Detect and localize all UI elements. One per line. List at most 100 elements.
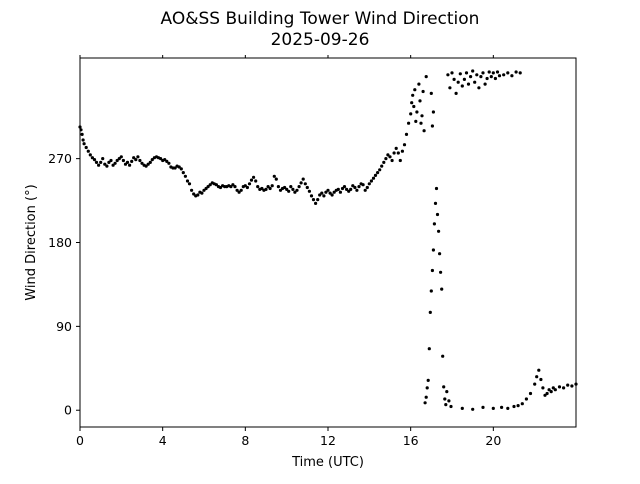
data-point bbox=[464, 71, 469, 75]
data-point bbox=[388, 155, 392, 159]
data-point bbox=[402, 143, 407, 147]
data-point bbox=[400, 149, 404, 153]
data-point bbox=[430, 124, 434, 128]
data-point bbox=[510, 74, 514, 78]
data-point bbox=[208, 183, 212, 187]
data-point bbox=[422, 129, 426, 133]
data-point bbox=[233, 185, 237, 189]
data-point bbox=[345, 187, 349, 191]
data-point bbox=[539, 377, 543, 382]
data-point bbox=[237, 190, 241, 194]
data-point bbox=[432, 222, 436, 226]
data-point bbox=[351, 184, 355, 188]
data-point bbox=[92, 158, 97, 162]
data-point bbox=[316, 198, 320, 202]
data-point bbox=[367, 182, 371, 186]
data-point bbox=[382, 160, 386, 164]
data-point bbox=[103, 162, 107, 166]
data-point bbox=[547, 388, 551, 392]
data-point bbox=[441, 354, 445, 358]
data-point bbox=[449, 404, 453, 409]
data-point bbox=[163, 158, 167, 162]
data-point bbox=[206, 185, 210, 189]
data-point bbox=[324, 190, 328, 194]
data-point bbox=[136, 155, 140, 159]
data-point bbox=[414, 119, 418, 123]
data-point bbox=[417, 82, 421, 86]
data-point bbox=[204, 186, 208, 191]
data-point bbox=[440, 287, 444, 291]
data-point bbox=[485, 76, 489, 81]
x-tick-label: 16 bbox=[403, 433, 419, 448]
data-point bbox=[413, 88, 417, 92]
data-point bbox=[553, 388, 557, 392]
data-point bbox=[231, 183, 235, 187]
data-point bbox=[289, 185, 293, 189]
data-point bbox=[332, 190, 336, 194]
data-point bbox=[566, 383, 570, 387]
data-point bbox=[418, 99, 422, 103]
x-tick-label: 20 bbox=[485, 433, 501, 448]
data-point bbox=[247, 182, 252, 186]
data-point bbox=[347, 189, 351, 193]
data-point bbox=[431, 110, 435, 114]
data-point bbox=[181, 171, 185, 175]
data-point bbox=[404, 132, 409, 136]
data-point bbox=[353, 185, 357, 190]
data-point bbox=[328, 191, 332, 195]
data-point bbox=[411, 93, 415, 97]
data-point bbox=[390, 158, 394, 163]
data-point bbox=[84, 145, 88, 150]
data-point bbox=[454, 91, 458, 95]
chart-title: AO&SS Building Tower Wind Direction bbox=[161, 9, 480, 29]
data-point bbox=[272, 174, 276, 178]
data-point bbox=[125, 160, 130, 164]
data-point bbox=[318, 193, 322, 197]
data-point bbox=[107, 160, 111, 164]
data-point bbox=[535, 375, 539, 379]
data-point bbox=[200, 191, 204, 195]
data-point bbox=[384, 157, 388, 161]
data-point bbox=[460, 84, 464, 88]
plot-frame bbox=[79, 57, 577, 428]
data-point bbox=[293, 190, 297, 194]
data-point bbox=[134, 158, 138, 162]
data-point bbox=[502, 73, 506, 77]
data-point bbox=[460, 406, 464, 410]
data-point bbox=[303, 182, 307, 186]
data-point bbox=[371, 176, 376, 180]
data-point bbox=[363, 188, 367, 192]
data-point bbox=[466, 82, 471, 86]
data-point bbox=[196, 193, 200, 197]
data-point bbox=[456, 80, 460, 84]
data-point bbox=[407, 121, 411, 125]
data-point bbox=[113, 161, 117, 165]
data-point bbox=[500, 405, 504, 409]
data-point bbox=[537, 368, 541, 372]
data-point bbox=[276, 185, 280, 189]
data-point bbox=[398, 158, 402, 163]
data-point bbox=[433, 201, 438, 205]
data-point bbox=[520, 402, 524, 406]
data-point bbox=[439, 270, 443, 274]
data-point bbox=[297, 185, 301, 189]
data-point bbox=[489, 75, 493, 79]
data-point bbox=[187, 182, 192, 186]
data-point bbox=[357, 185, 361, 189]
data-point bbox=[533, 382, 537, 386]
data-point bbox=[562, 386, 566, 390]
data-point bbox=[518, 71, 522, 75]
data-point bbox=[541, 386, 545, 390]
data-point bbox=[342, 185, 347, 189]
data-point bbox=[528, 391, 533, 396]
data-point bbox=[82, 142, 86, 146]
data-point bbox=[252, 175, 256, 179]
data-point bbox=[471, 407, 475, 411]
data-point bbox=[396, 151, 400, 155]
data-point bbox=[229, 185, 233, 189]
data-point bbox=[445, 390, 449, 394]
data-point bbox=[144, 164, 148, 168]
data-point bbox=[425, 386, 429, 390]
data-point bbox=[183, 174, 187, 178]
data-point bbox=[177, 165, 181, 169]
